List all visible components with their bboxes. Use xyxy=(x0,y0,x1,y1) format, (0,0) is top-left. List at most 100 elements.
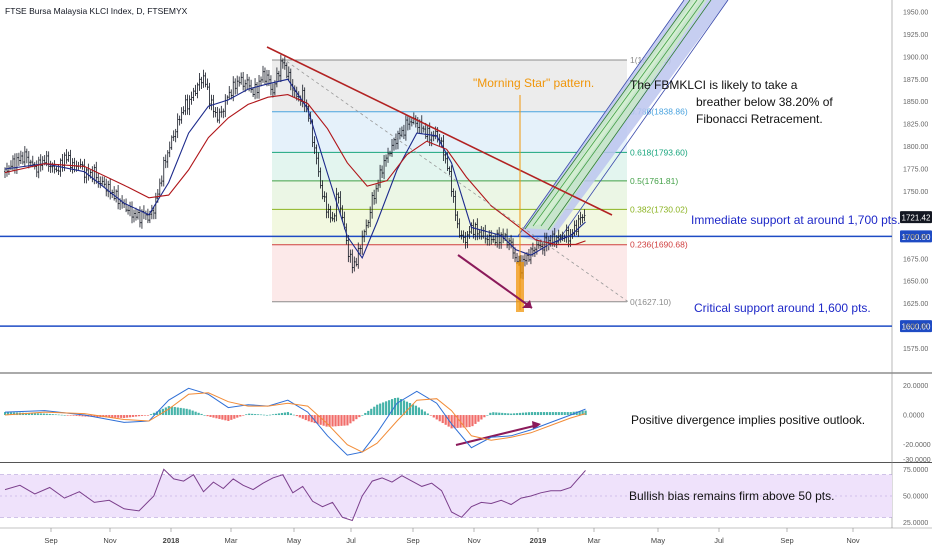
macd-histogram-bar xyxy=(513,413,516,416)
macd-histogram-bar xyxy=(337,415,340,427)
macd-signal-line xyxy=(4,392,586,453)
macd-histogram-bar xyxy=(245,414,248,416)
macd-histogram-bar xyxy=(408,403,412,416)
macd-histogram-bar xyxy=(126,415,129,418)
last-price-label: 1721.42 xyxy=(902,214,931,223)
macd-axis-tick: -30.0000 xyxy=(903,457,931,464)
resistance-trendline[interactable] xyxy=(266,46,613,216)
price-axis-tick: 1900.00 xyxy=(903,54,928,61)
macd-histogram-bar xyxy=(265,414,269,416)
time-axis-tick: Mar xyxy=(588,536,601,545)
macd-histogram-bar xyxy=(453,415,456,429)
fib-level-label: 0.236(1690.68) xyxy=(630,240,688,250)
macd-histogram-bar xyxy=(93,415,96,417)
macd-histogram-bar xyxy=(78,415,81,417)
macd-histogram-bar xyxy=(420,409,423,416)
macd-histogram-bar xyxy=(429,415,432,416)
macd-histogram-bar xyxy=(316,415,319,424)
macd-histogram-bar xyxy=(441,415,444,424)
channel-line[interactable] xyxy=(540,0,705,227)
rsi-line xyxy=(4,468,586,522)
macd-histogram-bar xyxy=(280,412,284,416)
macd-axis-tick: -20.0000 xyxy=(903,442,931,449)
rsi-annotation: Bullish bias remains firm above 50 pts. xyxy=(629,489,834,503)
channel-line[interactable] xyxy=(524,0,691,230)
morning-star-highlight[interactable] xyxy=(516,262,524,312)
macd-histogram-bar xyxy=(542,412,546,416)
macd-histogram-bar xyxy=(340,415,343,426)
macd-histogram-bar xyxy=(167,406,170,416)
macd-histogram-bar xyxy=(63,415,66,416)
macd-histogram-bar xyxy=(501,412,504,416)
channel-line[interactable] xyxy=(547,0,712,231)
macd-histogram-bar xyxy=(120,415,123,418)
macd-histogram-bar xyxy=(516,413,519,416)
critical-support-annotation: Critical support around 1,600 pts. xyxy=(694,301,871,315)
macd-histogram-bar xyxy=(462,415,465,428)
macd-histogram-bar xyxy=(218,415,221,419)
macd-histogram-bar xyxy=(57,414,60,416)
fib-level-label: 0.382(1730.02) xyxy=(630,204,688,214)
macd-histogram-bar xyxy=(123,415,126,418)
macd-histogram-bar xyxy=(331,415,334,427)
macd-histogram-bar xyxy=(474,415,477,424)
macd-histogram-bar xyxy=(477,415,480,422)
macd-divergence-arrow[interactable] xyxy=(455,424,539,446)
pitchfork-channel[interactable] xyxy=(517,0,729,245)
macd-histogram-bar xyxy=(242,415,245,416)
macd-histogram-bar xyxy=(132,415,135,417)
fib-zone xyxy=(272,209,627,245)
price-axis-tick: 1775.00 xyxy=(903,167,928,174)
price-axis-tick: 1575.00 xyxy=(903,346,928,353)
macd-histogram-bar xyxy=(108,415,111,418)
time-axis-tick: Jul xyxy=(714,536,724,545)
macd-histogram-bar xyxy=(129,415,132,418)
rsi-axis-tick: 25.0000 xyxy=(903,520,928,527)
macd-histogram-bar xyxy=(414,405,418,416)
fibonacci-retracement[interactable]: 1(1896.52)0.786(1838.86)0.618(1793.60)0.… xyxy=(272,55,688,307)
price-axis-tick: 1700.00 xyxy=(903,234,928,241)
morning-star-annotation: "Morning Star" pattern. xyxy=(473,76,594,90)
time-axis-tick: Sep xyxy=(780,536,793,545)
support-price-tag xyxy=(900,320,932,333)
fib-level-label: 0(1627.10) xyxy=(630,297,671,307)
macd-histogram-bar xyxy=(260,414,263,416)
time-axis-tick: Nov xyxy=(846,536,860,545)
macd-histogram-bar xyxy=(224,415,227,421)
drawings[interactable] xyxy=(266,46,631,446)
macd-histogram-bar xyxy=(176,407,179,416)
macd-histogram-bar xyxy=(277,413,281,416)
macd-histogram-bar xyxy=(361,415,364,416)
macd-histogram-bar xyxy=(105,415,108,418)
fib-zone xyxy=(272,59,627,112)
macd-histogram-bar xyxy=(391,399,394,416)
macd-histogram-bar xyxy=(438,415,441,422)
macd-histogram-bar xyxy=(504,413,507,416)
macd-histogram-bar xyxy=(560,412,563,416)
immediate-support-annotation: Immediate support at around 1,700 pts. xyxy=(691,213,900,227)
price-divergence-arrow[interactable] xyxy=(457,254,533,309)
macd-histogram-bar xyxy=(66,415,69,416)
macd-histogram-bar xyxy=(203,415,206,416)
macd-histogram-bar xyxy=(334,415,337,427)
dashed-trendline[interactable] xyxy=(281,57,631,304)
macd-histogram-bar xyxy=(402,400,406,416)
outlook-annotation-line-2: breather below 38.20% of xyxy=(696,95,833,109)
macd-histogram-bar xyxy=(468,415,471,428)
macd-histogram-bar xyxy=(563,412,566,416)
channel-line[interactable] xyxy=(532,0,698,227)
channel-line[interactable] xyxy=(555,0,729,245)
price-axis[interactable]: 1575.00 1600.00 1625.00 1650.00 1675.00 1700.… xyxy=(900,9,932,527)
macd-histogram-bar xyxy=(69,415,72,416)
macd-histogram-bar xyxy=(346,415,349,426)
macd-histogram-bar xyxy=(257,414,260,416)
support-lines[interactable]: 1700.00 1600.00 xyxy=(0,230,932,333)
channel-line[interactable] xyxy=(517,0,685,237)
macd-axis-tick: 0.0000 xyxy=(903,413,925,420)
time-axis-tick: May xyxy=(287,536,301,545)
macd-histogram-bar xyxy=(471,415,474,427)
price-axis-tick: 1675.00 xyxy=(903,256,928,263)
time-axis[interactable]: Sep Nov 2018 Mar May Jul Sep Nov 2019 Mar May Jul Se… xyxy=(44,528,860,545)
fib-level-label: 0.618(1793.60) xyxy=(630,147,688,157)
